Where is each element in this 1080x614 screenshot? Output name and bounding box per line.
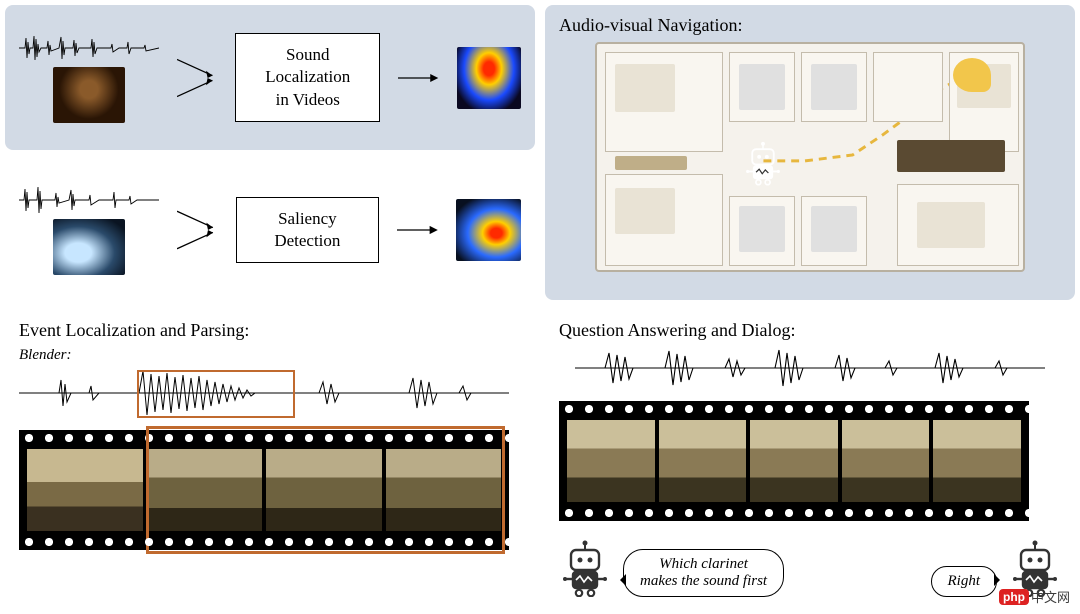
arrow-right-icon — [397, 220, 438, 240]
sound-loc-label: Sound Localization in Videos — [265, 45, 350, 108]
arrow-right-icon — [398, 68, 438, 88]
film-frame — [842, 420, 930, 502]
watermark-badge: php — [999, 589, 1029, 605]
audio-waveform-icon — [19, 185, 159, 215]
sound-source-icon — [953, 58, 991, 92]
audio-waveform-icon — [19, 33, 159, 63]
saliency-flow: Saliency Detection — [19, 185, 521, 275]
saliency-inputs — [19, 185, 159, 275]
bath — [811, 206, 857, 252]
speech-bubble-question: Which clarinet makes the sound first — [623, 549, 784, 597]
arrows-converge-icon — [177, 43, 217, 113]
question-text: Which clarinet makes the sound first — [640, 556, 767, 589]
panel-event-localization: Event Localization and Parsing: Blender: — [5, 310, 535, 610]
film-frame — [27, 449, 143, 531]
watermark-text: 中文网 — [1031, 587, 1070, 606]
robot-icon — [743, 140, 783, 186]
room — [873, 52, 943, 122]
speech-bubble-answer: Right — [931, 566, 998, 597]
sound-loc-flow: Sound Localization in Videos — [19, 33, 521, 123]
qa-title: Question Answering and Dialog: — [559, 320, 1061, 341]
saliency-process-box: Saliency Detection — [236, 197, 379, 263]
answer-text: Right — [948, 573, 981, 589]
nav-title: Audio-visual Navigation: — [559, 15, 1061, 36]
event-title: Event Localization and Parsing: — [19, 320, 521, 341]
floorplan — [595, 42, 1025, 272]
sound-loc-inputs — [19, 33, 159, 123]
bath — [811, 64, 857, 110]
film-frame — [933, 420, 1021, 502]
qa-filmstrip — [559, 401, 1029, 521]
film-frame — [659, 420, 747, 502]
bath — [739, 64, 785, 110]
glass-video-thumb — [53, 219, 125, 275]
qa-dialog-row: Which clarinet makes the sound first Rig… — [559, 539, 1061, 597]
event-filmstrip — [19, 430, 509, 550]
sound-loc-output-heatmap — [457, 47, 521, 109]
event-sublabel: Blender: — [19, 347, 521, 364]
film-frame — [567, 420, 655, 502]
bath — [739, 206, 785, 252]
panel-saliency-detection: Saliency Detection — [5, 160, 535, 300]
bed — [615, 188, 675, 234]
panel-av-navigation: Audio-visual Navigation: — [545, 5, 1075, 300]
saliency-output-heatmap — [456, 199, 521, 261]
table — [897, 140, 1005, 172]
bed — [917, 202, 985, 248]
sound-loc-process-box: Sound Localization in Videos — [235, 33, 380, 121]
cello-video-thumb — [53, 67, 125, 123]
film-frame — [750, 420, 838, 502]
bed — [615, 64, 675, 112]
watermark: php 中文网 — [999, 587, 1070, 606]
sofa — [615, 156, 687, 170]
arrows-converge-icon — [177, 195, 218, 265]
panel-sound-localization: Sound Localization in Videos — [5, 5, 535, 150]
panel-qa-dialog: Question Answering and Dialog: Which cla… — [545, 310, 1075, 610]
saliency-label: Saliency Detection — [274, 209, 340, 250]
event-video-highlight — [146, 426, 506, 554]
robot-icon — [559, 539, 611, 597]
event-audio-highlight — [137, 370, 295, 418]
audio-waveform-icon — [575, 347, 1045, 389]
event-waveform-row — [19, 368, 509, 418]
